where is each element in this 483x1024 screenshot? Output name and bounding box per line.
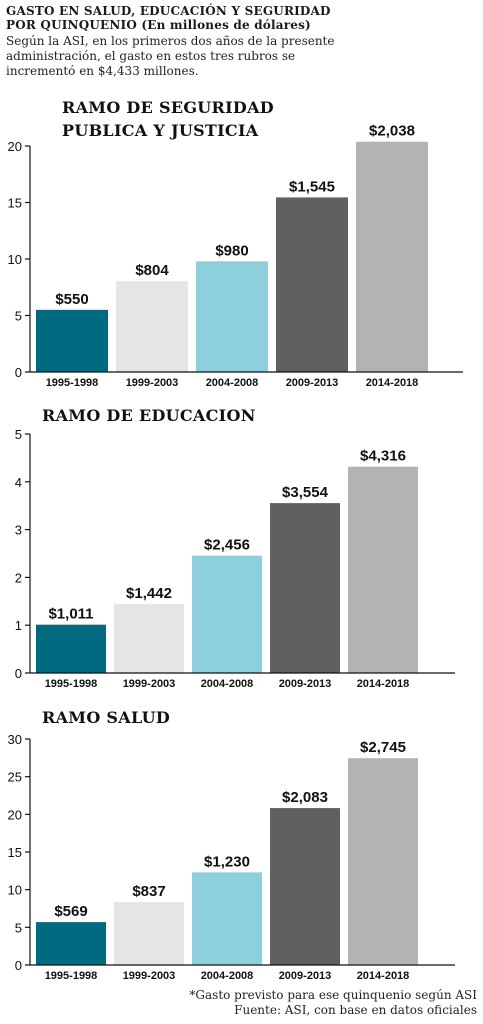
chart-educacion: RAMO DE EDUCACION 0 1 2 3 4 5 $1,011 1995-1998 $1… <box>15 406 455 690</box>
chart-salud: RAMO SALUD 0 5 10 15 20 25 30 $569 1995-1998 $837 1… <box>8 708 455 982</box>
data-label: $3,554 <box>282 484 329 501</box>
description-line-1: Según la ASI, en los primeros dos años d… <box>6 34 335 48</box>
description-line-3: incrementó en $4,433 millones. <box>6 64 199 78</box>
chart-title-line: RAMO DE EDUCACION <box>42 406 256 425</box>
data-label: $550 <box>55 291 88 308</box>
bar <box>116 281 188 372</box>
data-label: $2,745 <box>360 739 406 756</box>
y-tick-label: 0 <box>15 365 22 380</box>
category-label: 2009-2013 <box>279 678 332 690</box>
data-label: $980 <box>215 242 248 259</box>
category-label: 2009-2013 <box>286 377 339 389</box>
category-label: 2004-2008 <box>206 377 259 389</box>
bar <box>196 261 268 372</box>
y-tick-label: 10 <box>8 252 22 267</box>
category-label: 2014-2018 <box>357 678 410 690</box>
y-tick-label: 25 <box>8 770 22 785</box>
y-tick-label: 0 <box>15 958 22 973</box>
category-label: 2014-2018 <box>357 970 410 982</box>
y-tick-label: 3 <box>15 523 22 538</box>
bar <box>114 901 184 965</box>
source-note: Fuente: ASI, con base en datos oficiales <box>234 1003 477 1017</box>
chart-seguridad: RAMO DE SEGURIDAD PUBLICA Y JUSTICIA 0 5 10 1… <box>8 98 463 389</box>
bar <box>192 555 262 673</box>
y-tick-label: 30 <box>8 732 22 747</box>
bar <box>276 197 348 372</box>
y-tick-label: 15 <box>8 196 22 211</box>
data-label: $1,230 <box>204 853 250 870</box>
y-tick-label: 0 <box>15 666 22 681</box>
footer: *Gasto previsto para ese quinquenio segú… <box>189 988 477 1018</box>
bar <box>192 872 262 965</box>
y-tick-label: 5 <box>15 427 22 442</box>
data-label: $804 <box>135 262 169 279</box>
description: Según la ASI, en los primeros dos años d… <box>6 34 476 79</box>
category-label: 1995-1998 <box>46 377 99 389</box>
bar <box>348 758 418 965</box>
data-label: $1,545 <box>289 178 335 195</box>
category-label: 2004-2008 <box>201 678 254 690</box>
bar <box>356 141 428 372</box>
bar <box>270 808 340 965</box>
category-label: 2004-2008 <box>201 970 254 982</box>
main-title-line-2: POR QUINQUENIO (En millones de dólares) <box>6 18 311 32</box>
y-tick-label: 20 <box>8 807 22 822</box>
y-tick-label: 4 <box>15 475 22 490</box>
data-label: $1,442 <box>126 585 172 602</box>
main-title: GASTO EN SALUD, EDUCACIÓN Y SEGURIDAD PO… <box>6 4 476 32</box>
data-label: $837 <box>132 883 165 900</box>
data-label: $2,456 <box>204 537 250 554</box>
y-tick-label: 5 <box>15 309 22 324</box>
chart-title-line: RAMO DE SEGURIDAD <box>62 98 274 117</box>
category-label: 1999-2003 <box>123 678 176 690</box>
bar <box>36 309 108 372</box>
category-label: 2014-2018 <box>366 377 419 389</box>
category-label: 1995-1998 <box>45 678 98 690</box>
data-label: $2,083 <box>282 789 328 806</box>
chart-title-line: PUBLICA Y JUSTICIA <box>62 121 259 140</box>
bar <box>36 922 106 965</box>
y-tick-label: 15 <box>8 845 22 860</box>
data-label: $569 <box>54 903 87 920</box>
bar <box>348 466 418 673</box>
footnote: *Gasto previsto para ese quinquenio segú… <box>189 988 477 1002</box>
category-label: 1999-2003 <box>123 970 176 982</box>
y-tick-label: 20 <box>8 139 22 154</box>
category-label: 2009-2013 <box>279 970 332 982</box>
y-tick-label: 1 <box>15 618 22 633</box>
y-tick-label: 10 <box>8 883 22 898</box>
y-tick-label: 2 <box>15 570 22 585</box>
category-label: 1995-1998 <box>45 970 98 982</box>
chart-title-line: RAMO SALUD <box>42 708 170 727</box>
y-tick-label: 5 <box>15 920 22 935</box>
header: GASTO EN SALUD, EDUCACIÓN Y SEGURIDAD PO… <box>6 4 476 79</box>
data-label: $2,038 <box>369 123 415 140</box>
bar <box>270 503 340 673</box>
category-label: 1999-2003 <box>126 377 179 389</box>
data-label: $4,316 <box>360 448 406 465</box>
data-label: $1,011 <box>48 606 93 623</box>
bar <box>36 624 106 673</box>
main-title-line-1: GASTO EN SALUD, EDUCACIÓN Y SEGURIDAD <box>6 4 331 18</box>
bar <box>114 604 184 673</box>
description-line-2: administración, el gasto en estos tres r… <box>6 49 296 63</box>
